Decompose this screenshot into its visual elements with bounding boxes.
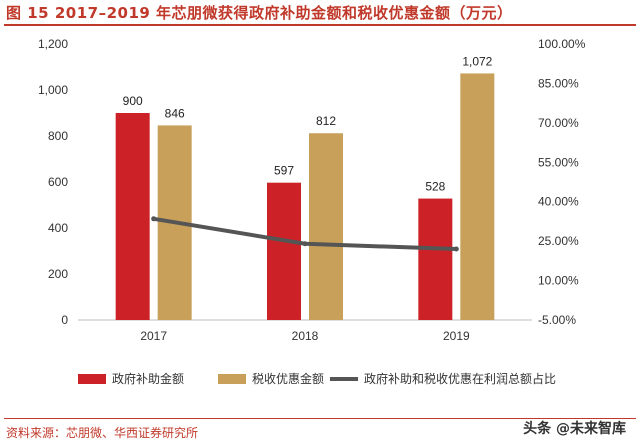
right-tick-label: 70.00% — [538, 116, 579, 130]
bar-tax — [309, 133, 343, 320]
legend-label: 政府补助和税收优惠在利润总额占比 — [364, 371, 556, 386]
source-note: 资料来源：芯朋微、华西证券研究所 — [6, 426, 199, 440]
right-tick-label: 85.00% — [538, 76, 579, 90]
data-label: 528 — [425, 180, 445, 194]
x-tick-label: 2018 — [292, 329, 319, 343]
x-tick-label: 2019 — [443, 329, 470, 343]
bottom-rule — [4, 418, 636, 419]
right-tick-label: 40.00% — [538, 195, 579, 209]
right-tick-label: 100.00% — [538, 37, 586, 51]
x-axis: 2017 2018 2019 — [78, 319, 532, 343]
left-tick-label: 1,200 — [38, 37, 68, 51]
legend: 政府补助金额 税收优惠金额 政府补助和税收优惠在利润总额占比 — [78, 371, 556, 386]
right-tick-label: 25.00% — [538, 234, 579, 248]
left-tick-label: 800 — [48, 129, 68, 143]
legend-label: 政府补助金额 — [112, 371, 184, 386]
ratio-point — [302, 241, 308, 247]
title-rule — [4, 24, 636, 26]
left-tick-label: 1,000 — [38, 83, 68, 97]
left-tick-label: 600 — [48, 175, 68, 189]
ratio-point — [453, 246, 459, 252]
left-tick-label: 200 — [48, 267, 68, 281]
data-label: 812 — [316, 114, 336, 128]
x-tick-label: 2017 — [140, 329, 167, 343]
data-label: 1,072 — [462, 54, 492, 68]
legend-swatch — [218, 374, 246, 384]
left-tick-label: 0 — [61, 313, 68, 327]
left-axis: 0 200 400 600 800 1,000 1,200 — [38, 37, 68, 327]
right-tick-label: 10.00% — [538, 274, 579, 288]
legend-label: 税收优惠金额 — [252, 371, 324, 386]
watermark: 头条 @未来智库 — [523, 421, 626, 437]
bar-subsidy — [267, 182, 301, 320]
right-axis: -5.00% 10.00% 25.00% 40.00% 55.00% 70.00% 85.0… — [538, 37, 586, 327]
data-label: 900 — [123, 94, 143, 108]
bar-subsidy — [418, 198, 453, 320]
data-label: 597 — [274, 164, 294, 178]
bar-tax — [460, 73, 495, 320]
ratio-line-group — [151, 216, 459, 252]
data-label: 846 — [165, 106, 185, 120]
right-tick-label: 55.00% — [538, 155, 579, 169]
left-tick-label: 400 — [48, 221, 68, 235]
right-tick-label: -5.00% — [538, 313, 576, 327]
chart-title: 图 15 2017–2019 年芯朋微获得政府补助金额和税收优惠金额（万元） — [6, 4, 513, 22]
data-label-group: 900 597 528 846 812 1,072 — [123, 54, 493, 193]
bar-subsidy — [115, 113, 150, 320]
ratio-point — [151, 216, 157, 222]
legend-swatch — [78, 374, 106, 384]
